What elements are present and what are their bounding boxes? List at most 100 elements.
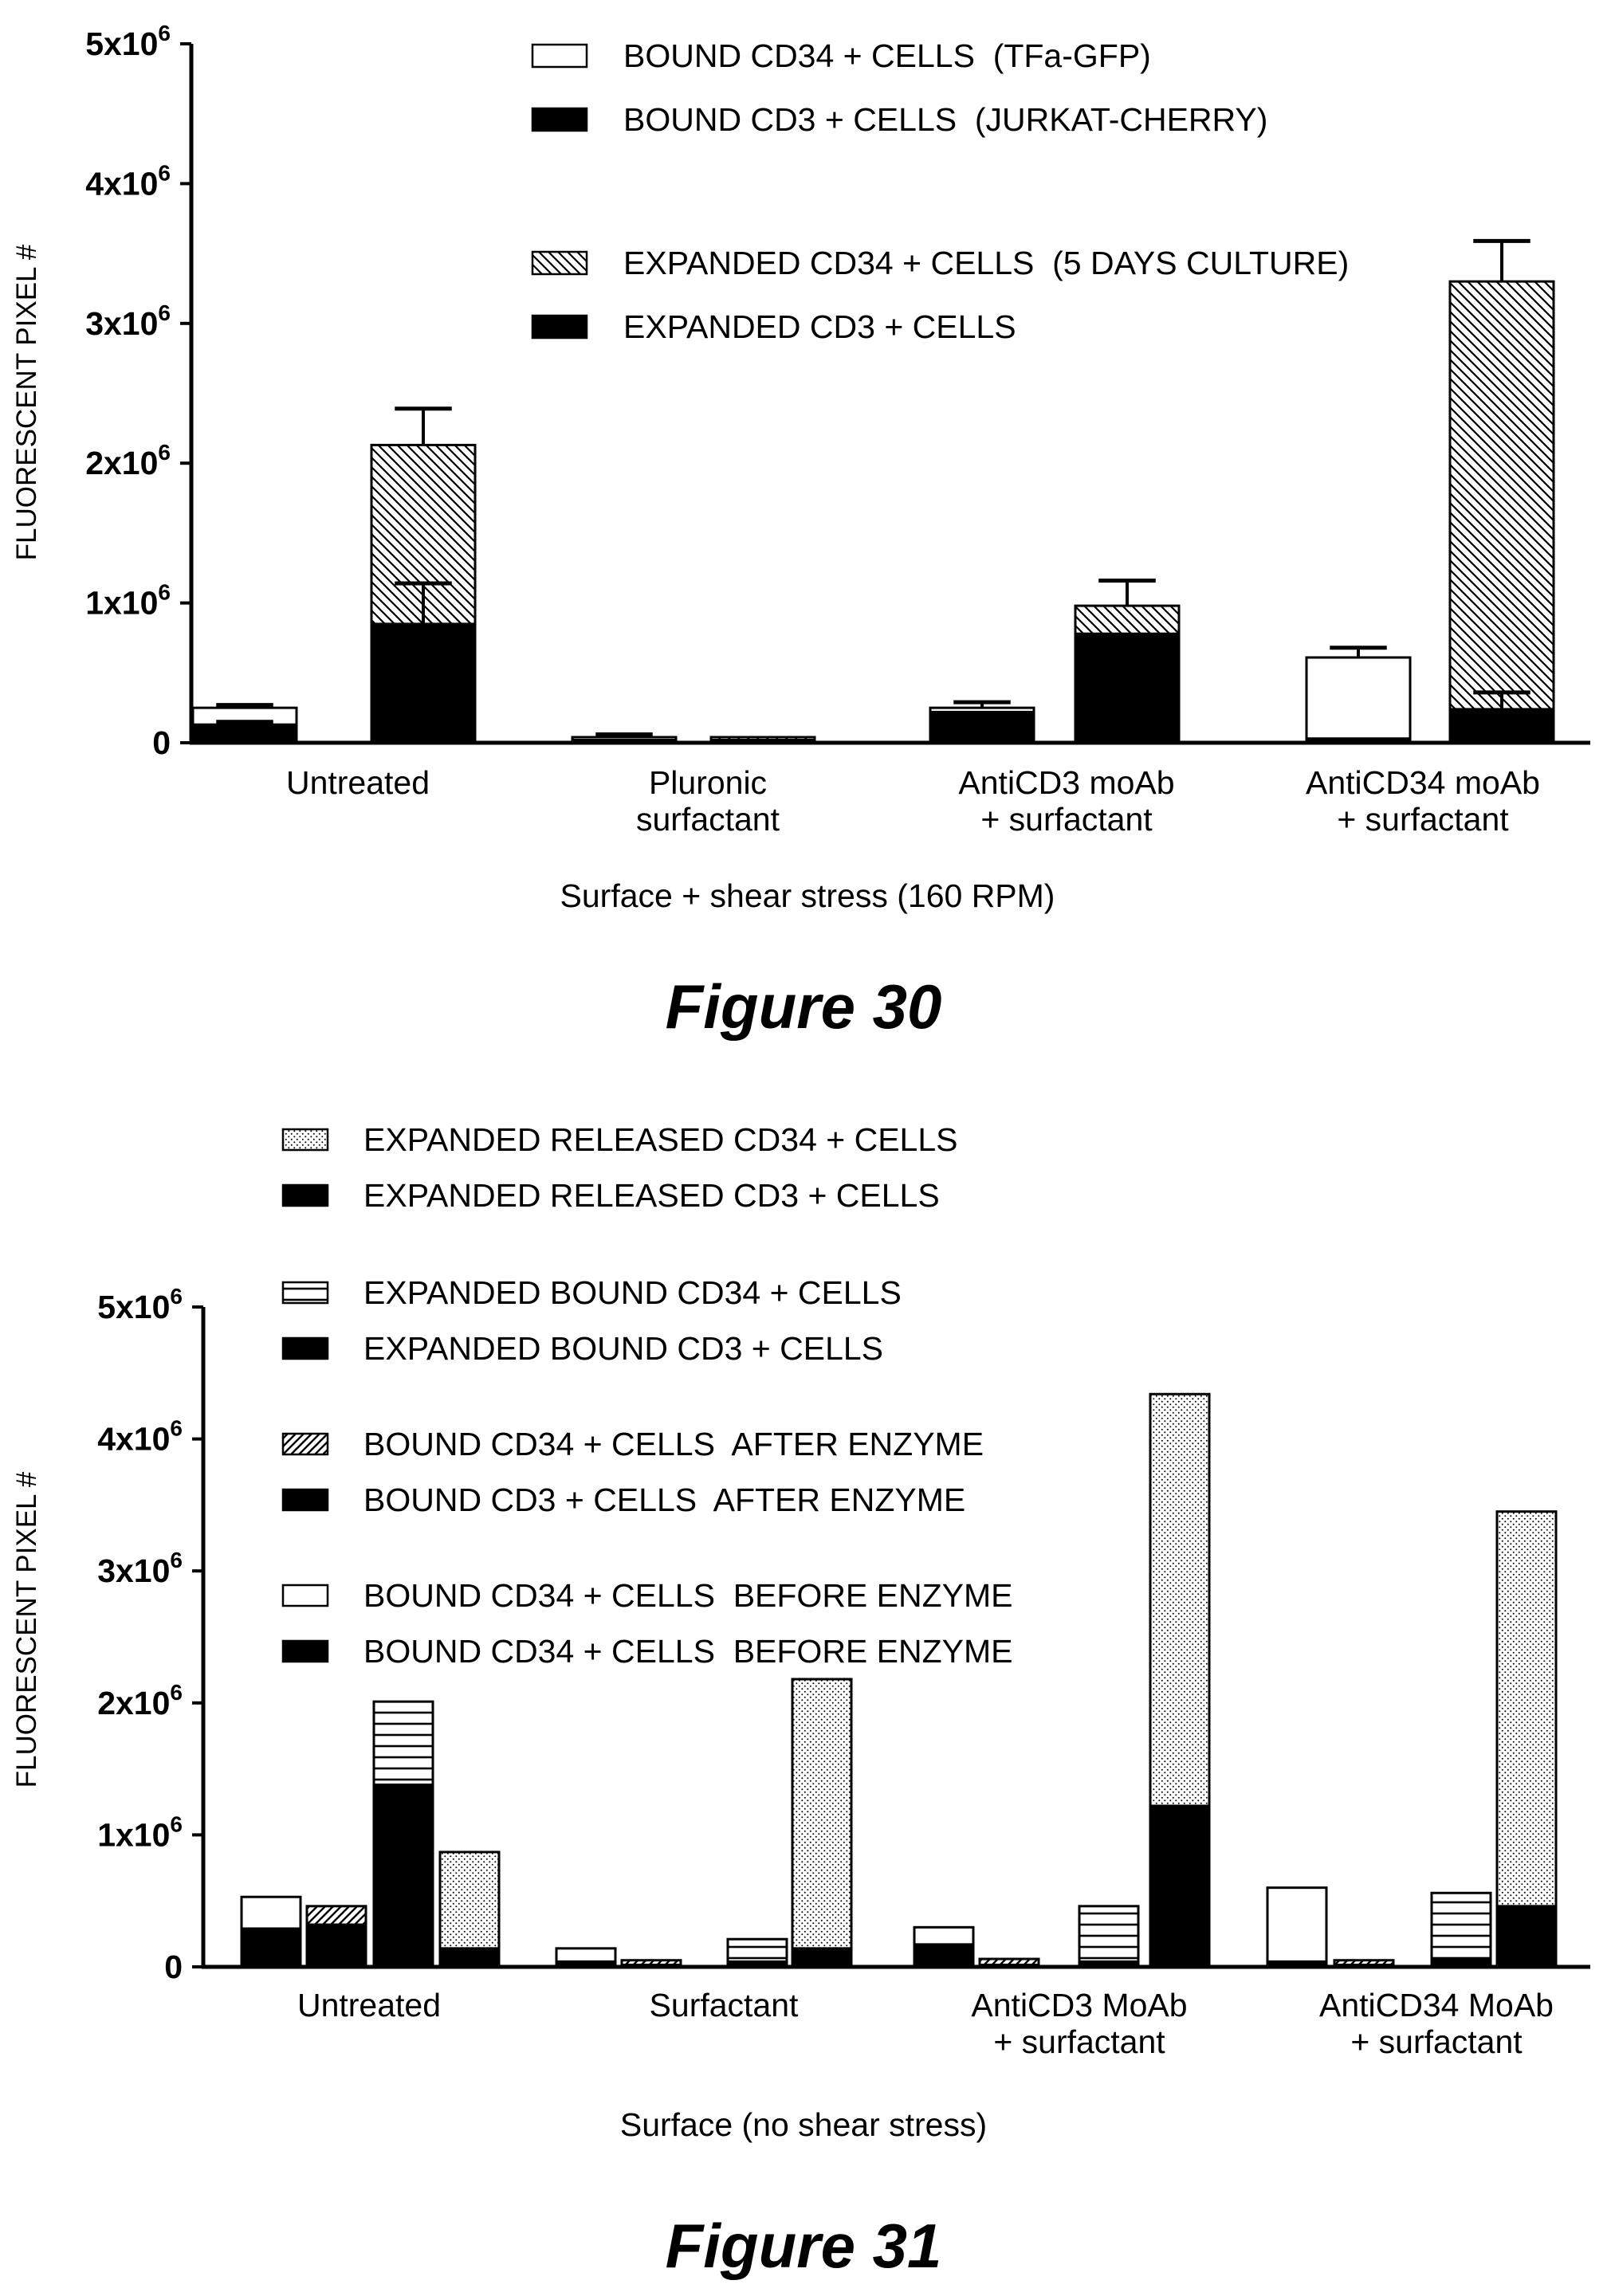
- y-tick-exponent: 6: [170, 1811, 183, 1836]
- x-category-label: + surfactant: [993, 2023, 1165, 2060]
- legend-label: BOUND CD34 + CELLS BEFORE ENZYME: [363, 1577, 1013, 1614]
- x-category-label: Pluronic: [649, 764, 767, 801]
- y-tick-base: 4x10: [97, 1421, 170, 1458]
- legend-swatch: [281, 1128, 329, 1152]
- legend-label: BOUND CD3 + CELLS (JURKAT-CHERRY): [623, 101, 1267, 138]
- bars-figure-31: [240, 1392, 1558, 1968]
- x-category-label: Surfactant: [650, 1987, 799, 2023]
- x-category-label: + surfactant: [1337, 801, 1509, 838]
- legend-swatch: [531, 314, 588, 339]
- bar-segment: [370, 622, 477, 744]
- y-tick-label: 5x106: [85, 21, 171, 62]
- y-tick-exponent: 6: [170, 1680, 183, 1705]
- x-category-label: AntiCD3 MoAb: [971, 1987, 1187, 2023]
- y-tick-exponent: 6: [170, 1416, 183, 1441]
- legend-label: BOUND CD34 + CELLS AFTER ENZYME: [363, 1426, 984, 1462]
- bar-segment: [1495, 1905, 1558, 1968]
- legend-figure-31: EXPANDED RELEASED CD34 + CELLS EXPANDED R…: [281, 1121, 1013, 1670]
- bar-segment: [1078, 1905, 1140, 1963]
- bar-segment: [1074, 604, 1181, 635]
- bar-segment: [791, 1678, 853, 1950]
- y-tick-label: 1x106: [97, 1811, 183, 1853]
- x-category-label: surfactant: [636, 801, 780, 838]
- y-tick-exponent: 6: [158, 300, 171, 325]
- legend-label: BOUND CD3 + CELLS AFTER ENZYME: [363, 1482, 965, 1518]
- y-tick-label: 2x106: [85, 440, 171, 481]
- x-category-label: Untreated: [297, 1987, 441, 2023]
- y-tick-label: 3x106: [97, 1548, 183, 1589]
- bar-segment: [555, 1947, 617, 1963]
- x-category-label: Untreated: [286, 764, 430, 801]
- x-category-label: AntiCD34 moAb: [1306, 764, 1540, 801]
- y-tick-exponent: 6: [158, 160, 171, 185]
- legend-swatch: [281, 1488, 329, 1512]
- y-tick-base: 0: [164, 1949, 183, 1985]
- y-tick-label: 2x106: [97, 1680, 183, 1721]
- y-tick-base: 2x10: [85, 445, 158, 481]
- bar-segment: [978, 1957, 1040, 1967]
- bar-segment: [571, 736, 678, 741]
- bar-segment: [240, 1927, 302, 1968]
- y-tick-base: 3x10: [85, 305, 158, 342]
- legend-swatch: [281, 1584, 329, 1607]
- y-tick-exponent: 6: [170, 1284, 183, 1309]
- figure-caption: Figure 30: [666, 971, 942, 1042]
- x-category-label: AntiCD34 MoAb: [1319, 1987, 1554, 2023]
- y-axis-label: FLUORESCENT PIXEL #: [11, 1471, 42, 1788]
- legend-swatch: [281, 1183, 329, 1207]
- y-tick-label: 4x106: [85, 160, 171, 202]
- bar-segment: [1149, 1392, 1211, 1807]
- legend-swatch: [281, 1281, 329, 1305]
- legend-label: EXPANDED CD3 + CELLS: [623, 308, 1016, 345]
- y-tick-base: 5x10: [85, 26, 158, 62]
- legend-label: BOUND CD34 + CELLS BEFORE ENZYME: [363, 1633, 1013, 1670]
- x-category-label: + surfactant: [1350, 2023, 1523, 2060]
- y-axis-label: FLUORESCENT PIXEL #: [11, 244, 42, 560]
- x-categories-figure-31: Untreated Surfactant AntiCD3 MoAb+ surfact…: [297, 1987, 1554, 2060]
- bar-segment: [305, 1905, 367, 1926]
- y-tick-exponent: 6: [170, 1548, 183, 1572]
- bar-segment: [372, 1700, 434, 1786]
- bar-segment: [1448, 708, 1555, 744]
- bar-segment: [1430, 1891, 1492, 1960]
- y-tick-exponent: 6: [158, 21, 171, 45]
- legend-swatch: [531, 250, 588, 276]
- y-tick-base: 4x10: [85, 165, 158, 202]
- bar-segment: [1305, 656, 1412, 740]
- y-tick-base: 3x10: [97, 1552, 170, 1589]
- y-tick-base: 0: [152, 724, 171, 761]
- y-tick-exponent: 6: [158, 580, 171, 605]
- bar-segment: [726, 1937, 788, 1963]
- bar-segment: [929, 706, 1035, 713]
- bar-segment: [709, 736, 816, 741]
- x-category-label: AntiCD3 moAb: [958, 764, 1174, 801]
- legend-label: BOUND CD34 + CELLS (TFa-GFP): [623, 37, 1151, 74]
- legend-label: EXPANDED RELEASED CD34 + CELLS: [363, 1121, 958, 1158]
- legend-swatch: [281, 1336, 329, 1360]
- legend-swatch: [281, 1639, 329, 1663]
- bar-segment: [913, 1925, 975, 1946]
- legend-swatch: [281, 1432, 329, 1456]
- legend-label: EXPANDED RELEASED CD3 + CELLS: [363, 1177, 940, 1214]
- legend-label: EXPANDED BOUND CD34 + CELLS: [363, 1274, 902, 1311]
- legend-label: EXPANDED CD34 + CELLS (5 DAYS CULTURE): [623, 245, 1349, 281]
- y-tick-label: 0: [164, 1949, 183, 1985]
- x-axis-label: Surface + shear stress (160 RPM): [560, 877, 1055, 914]
- y-tick-label: 0: [152, 724, 171, 761]
- bar-segment: [191, 723, 298, 744]
- y-tick-label: 4x106: [97, 1416, 183, 1458]
- bar-segment: [1074, 632, 1181, 744]
- bar-segment: [438, 1947, 501, 1968]
- x-axis-label: Surface (no shear stress): [620, 2106, 987, 2143]
- x-category-label: + surfactant: [980, 801, 1153, 838]
- bar-segment: [913, 1943, 975, 1968]
- bar-segment: [1333, 1959, 1395, 1967]
- legend-swatch: [531, 43, 588, 69]
- bars-figure-30: [191, 238, 1555, 744]
- bar-segment: [1495, 1510, 1558, 1908]
